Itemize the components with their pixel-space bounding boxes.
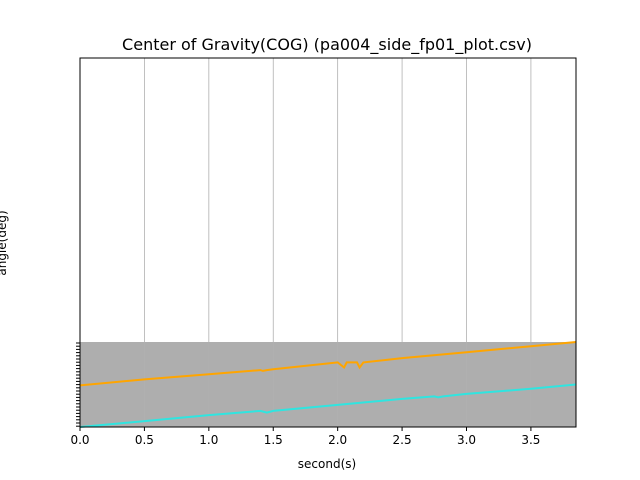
x-tick-label: 3.5 [521,433,540,447]
x-tick-label: 1.0 [199,433,218,447]
plot-frame [79,57,577,428]
x-tick-label: 0.5 [135,433,154,447]
x-tick-label: 2.0 [328,433,347,447]
data-band-layer [80,342,576,427]
x-tick-label: 1.5 [264,433,283,447]
x-tick-label: 2.5 [393,433,412,447]
x-axis-ticks: 0.0 0.5 1.0 1.5 2.0 2.5 3.0 3.5 [70,427,540,447]
chart-title: Center of Gravity(COG) (pa004_side_fp01_… [122,35,532,55]
series-layer [79,341,577,428]
y-axis-ticks [76,342,80,427]
x-tick-label: 3.0 [457,433,476,447]
x-tick-label: 0.0 [70,433,89,447]
x-axis-label: second(s) [298,457,356,471]
gridlines [144,58,532,427]
y-axis-label: angle(deg) [0,210,9,275]
data-band [80,342,576,427]
series-line-1 [79,341,577,387]
series-line-2 [79,383,577,428]
